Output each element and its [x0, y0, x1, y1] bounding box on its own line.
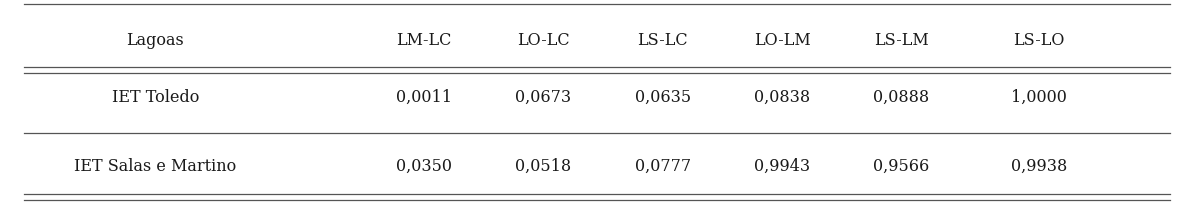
Text: 0,0011: 0,0011	[396, 88, 451, 105]
Text: LO-LM: LO-LM	[753, 32, 811, 49]
Text: Lagoas: Lagoas	[127, 32, 184, 49]
Text: IET Salas e Martino: IET Salas e Martino	[74, 157, 236, 174]
Text: 0,0350: 0,0350	[396, 157, 451, 174]
Text: LS-LO: LS-LO	[1013, 32, 1065, 49]
Text: 0,9943: 0,9943	[753, 157, 811, 174]
Text: 0,0673: 0,0673	[515, 88, 572, 105]
Text: 0,9938: 0,9938	[1010, 157, 1067, 174]
Text: LS-LC: LS-LC	[638, 32, 688, 49]
Text: 0,9566: 0,9566	[873, 157, 930, 174]
Text: 0,0518: 0,0518	[515, 157, 572, 174]
Text: LM-LC: LM-LC	[396, 32, 451, 49]
Text: 1,0000: 1,0000	[1011, 88, 1066, 105]
Text: IET Toledo: IET Toledo	[111, 88, 199, 105]
Text: 0,0888: 0,0888	[873, 88, 930, 105]
Text: LS-LM: LS-LM	[874, 32, 929, 49]
Text: 0,0777: 0,0777	[634, 157, 691, 174]
Text: 0,0838: 0,0838	[753, 88, 811, 105]
Text: 0,0635: 0,0635	[634, 88, 691, 105]
Text: LO-LC: LO-LC	[517, 32, 570, 49]
